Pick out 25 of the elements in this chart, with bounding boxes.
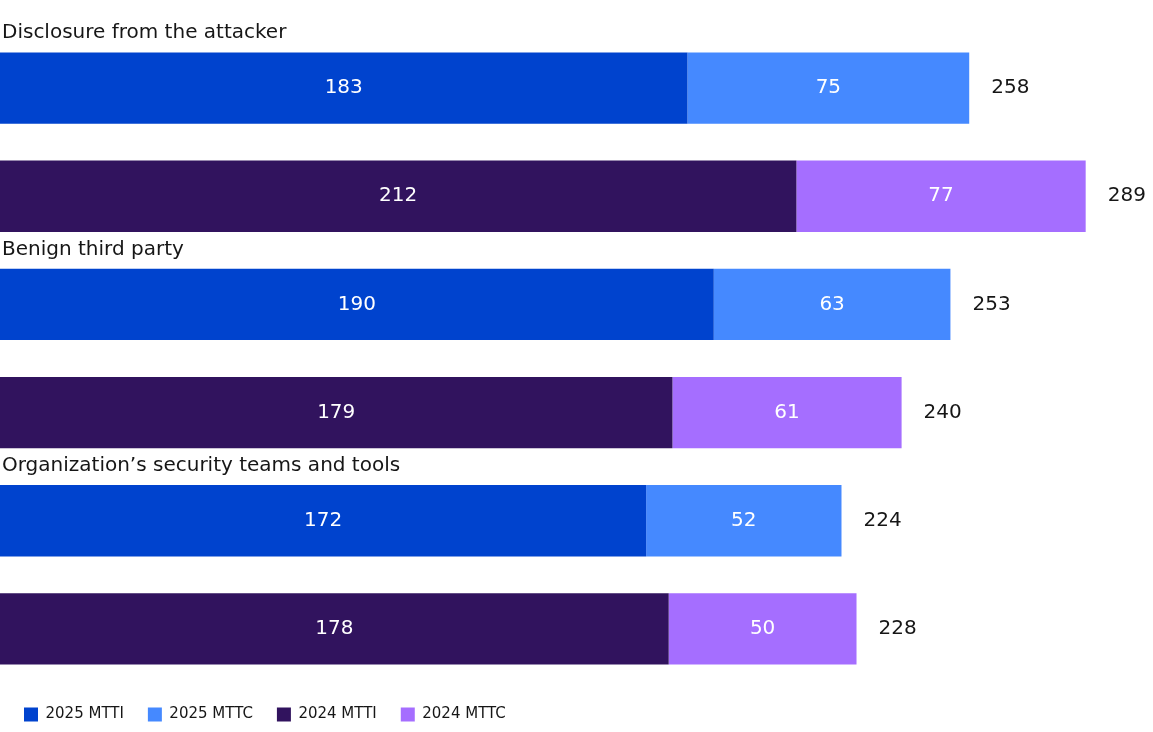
total-label: 253	[972, 290, 1011, 315]
data-label: 52	[731, 506, 757, 531]
data-label: 178	[315, 615, 354, 640]
total-label: 258	[991, 74, 1030, 99]
data-label: 61	[774, 398, 800, 423]
data-label: 77	[928, 182, 954, 207]
total-label: 289	[1107, 182, 1146, 207]
y-tick-label: Benign third party	[2, 235, 184, 260]
data-label: 179	[317, 398, 356, 423]
data-label: 212	[379, 182, 418, 207]
data-label: 50	[749, 615, 776, 640]
data-label: 172	[303, 506, 343, 531]
y-tick-label: Disclosure from the attacker	[2, 19, 288, 44]
data-label: 183	[324, 74, 363, 99]
data-label: 190	[337, 290, 376, 315]
legend-label: 2025 MTTI	[45, 704, 124, 723]
data-label: 75	[815, 74, 842, 99]
y-tick-label: Organization’s security teams and tools	[2, 452, 401, 477]
data-label: 63	[819, 290, 845, 315]
total-label: 228	[878, 615, 917, 640]
legend-label: 2024 MTTI	[298, 704, 377, 723]
legend-label: 2025 MTTC	[169, 704, 253, 723]
total-label: 224	[863, 506, 902, 531]
total-label: 240	[923, 398, 962, 423]
legend-label: 2024 MTTC	[422, 704, 506, 723]
